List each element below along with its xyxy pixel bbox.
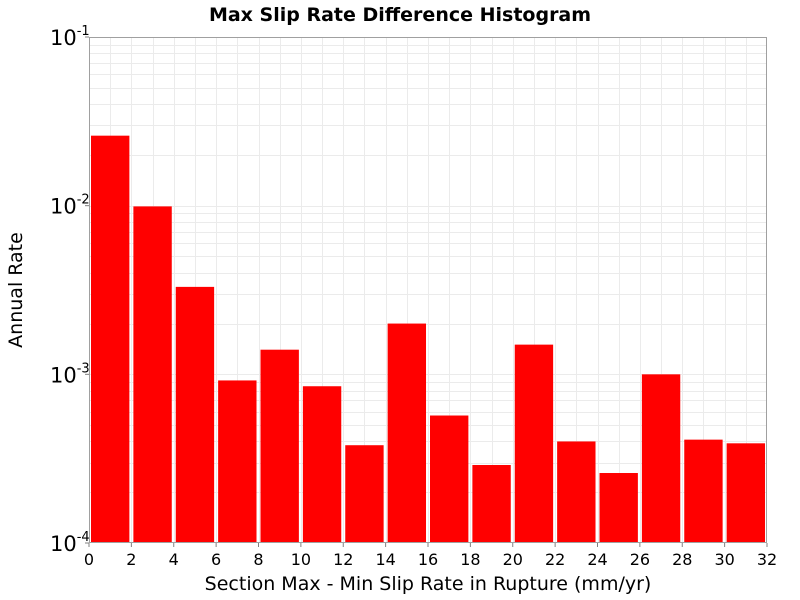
x-tick-label: 8	[253, 550, 263, 569]
bar-9	[472, 465, 511, 543]
x-tick-label: 30	[714, 550, 734, 569]
x-tick-label: 10	[291, 550, 311, 569]
bar-11	[557, 441, 596, 543]
chart-title: Max Slip Rate Difference Histogram	[209, 4, 591, 26]
bar-1	[133, 206, 172, 543]
x-tick-label: 0	[84, 550, 94, 569]
bar-14	[684, 439, 723, 543]
x-tick-label: 16	[418, 550, 438, 569]
bar-7	[387, 323, 427, 543]
bar-12	[599, 473, 638, 543]
bar-5	[302, 386, 342, 543]
bar-6	[345, 445, 384, 543]
y-tick-exponent: -1	[77, 24, 90, 39]
bar-10	[514, 344, 554, 543]
bar-8	[430, 415, 469, 543]
x-tick-label: 12	[333, 550, 353, 569]
x-tick-label: 4	[169, 550, 179, 569]
bars	[91, 135, 766, 544]
y-tick-label: 10-1	[50, 24, 90, 50]
y-tick-exponent: -3	[77, 361, 90, 376]
y-tick-exponent: -4	[77, 530, 90, 545]
x-axis-label: Section Max - Min Slip Rate in Rupture (…	[205, 573, 652, 595]
y-tick-exponent: -2	[77, 193, 90, 208]
x-tick-label: 22	[545, 550, 565, 569]
x-tick-label: 24	[587, 550, 607, 569]
x-tick-label: 32	[757, 550, 777, 569]
plot-border	[89, 37, 767, 543]
bar-4	[260, 349, 299, 543]
x-axis-ticks: 0 2 4 6 8 10 12 14 16 18 20 22 24 26 28 30 32	[84, 543, 777, 569]
y-axis-label: Annual Rate	[5, 232, 27, 348]
plot-area	[89, 37, 767, 544]
x-tick-label: 26	[630, 550, 650, 569]
y-axis-ticks: 10-410-310-210-1	[50, 24, 90, 556]
bar-2	[175, 286, 215, 543]
y-tick-label: 10-3	[50, 361, 90, 387]
x-tick-label: 2	[126, 550, 136, 569]
bar-0	[91, 135, 130, 544]
bar-13	[641, 374, 681, 543]
x-tick-label: 20	[503, 550, 523, 569]
y-tick-label: 10-2	[50, 193, 90, 219]
x-tick-label: 6	[211, 550, 221, 569]
bar-15	[726, 443, 766, 543]
x-tick-label: 28	[672, 550, 692, 569]
x-tick-label: 18	[460, 550, 480, 569]
x-tick-label: 14	[375, 550, 395, 569]
bar-3	[218, 380, 257, 543]
